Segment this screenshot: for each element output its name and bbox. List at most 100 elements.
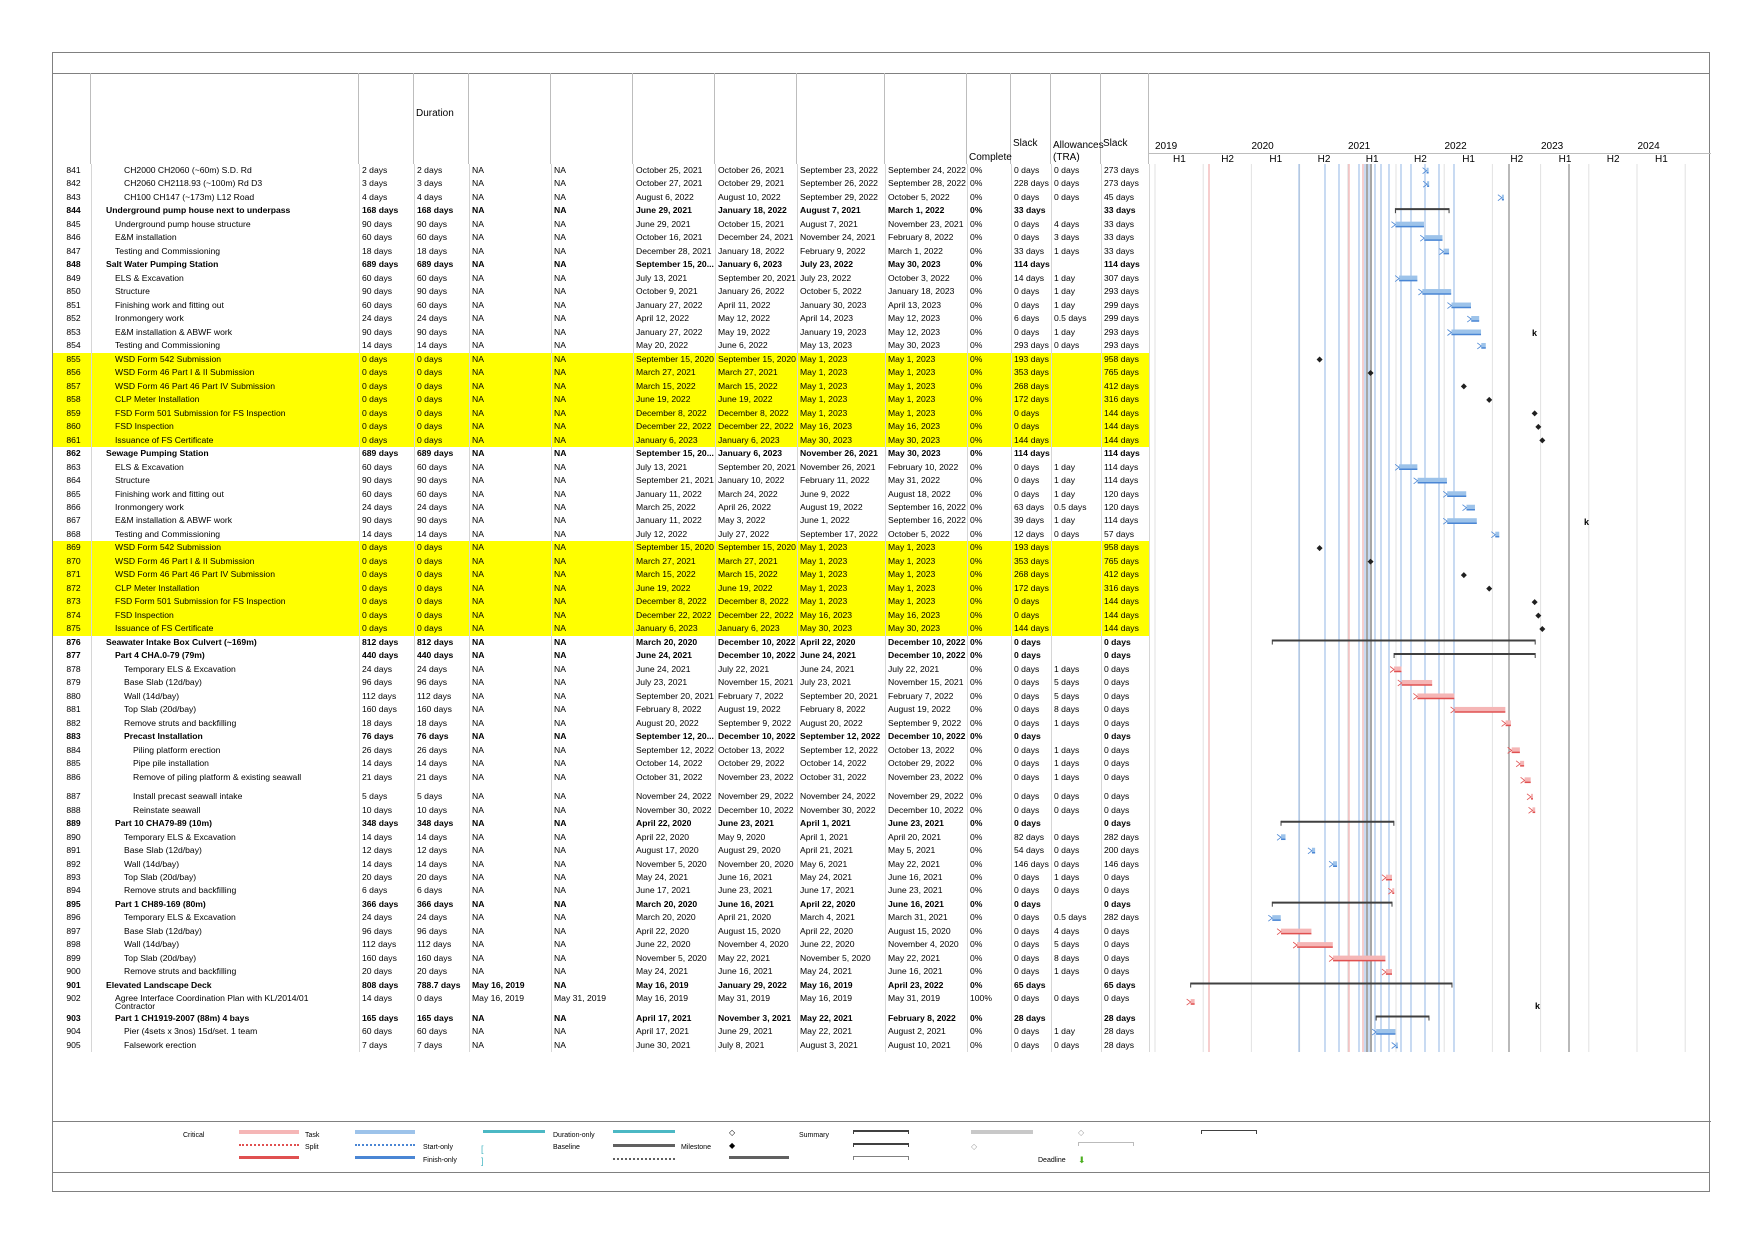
table-row[interactable]: 845 Underground pump house structure 90 da… [53, 218, 1149, 231]
table-row[interactable]: 888 Reinstate seawall 10 days 10 days NA NA No… [53, 804, 1149, 817]
table-row[interactable]: 903 Part 1 CH1919-2007 (88m) 4 bays 165 da… [53, 1012, 1149, 1025]
table-row[interactable]: 892 Wall (14d/bay) 14 days 14 days NA NA Novem… [53, 858, 1149, 871]
table-row[interactable]: 900 Remove struts and backfilling 20 days 2… [53, 965, 1149, 978]
slack: 0 days [1014, 677, 1040, 688]
table-row[interactable]: 847 Testing and Commissioning 18 days 18 da… [53, 245, 1149, 258]
table-row[interactable]: 894 Remove struts and backfilling 6 days 6 … [53, 884, 1149, 897]
table-row[interactable]: 865 Finishing work and fitting out 60 days… [53, 488, 1149, 501]
finish-date: April 26, 2022 [718, 502, 772, 512]
table-row[interactable]: 872 CLP Meter Installation 0 days 0 days NA N… [53, 581, 1149, 596]
table-row[interactable]: 869 WSD Form 542 Submission 0 days 0 days NA… [53, 541, 1149, 555]
table-row[interactable]: 880 Wall (14d/bay) 112 days 112 days NA NA Sep… [53, 690, 1149, 703]
table-row[interactable]: 862 Sewage Pumping Station 689 days 689 day… [53, 447, 1149, 460]
header-start[interactable] [633, 73, 715, 164]
header-constraint-b[interactable] [551, 73, 633, 164]
table-row[interactable]: 855 WSD Form 542 Submission 0 days 0 days NA… [53, 352, 1149, 367]
table-row[interactable]: 879 Base Slab (12d/bay) 96 days 96 days NA NA… [53, 676, 1149, 689]
table-row[interactable]: 854 Testing and Commissioning 14 days 14 da… [53, 339, 1149, 352]
header-complete[interactable]: Complete [967, 73, 1012, 164]
table-row[interactable]: 885 Pipe pile installation 14 days 14 days N… [53, 757, 1149, 770]
deadline-date: NA [554, 858, 566, 869]
table-row[interactable]: 860 FSD Inspection 0 days 0 days NA NA Decembe… [53, 420, 1149, 434]
table-row[interactable]: 901 Elevated Landscape Deck 808 days 788.7 … [53, 979, 1149, 992]
table-row[interactable]: 870 WSD Form 46 Part I & II Submission 0 d… [53, 554, 1149, 569]
table-row[interactable]: 896 Temporary ELS & Excavation 24 days 24 d… [53, 911, 1149, 924]
table-row[interactable]: 848 Salt Water Pumping Station 689 days 689… [53, 258, 1149, 271]
table-row[interactable]: 875 Issuance of FS Certificate 0 days 0 day… [53, 622, 1149, 636]
table-row[interactable]: 902 Agree Interface Coordination Plan wit… [53, 992, 1149, 1012]
table-row[interactable]: 858 CLP Meter Installation 0 days 0 days NA N… [53, 393, 1149, 407]
table-row[interactable]: 859 FSD Form 501 Submission for FS Inspec… [53, 406, 1149, 421]
header-late-finish[interactable] [885, 73, 967, 164]
task-bar [1451, 329, 1482, 335]
table-row[interactable]: 884 Piling platform erection 26 days 26 day… [53, 744, 1149, 757]
constraint-date: NA [472, 912, 484, 923]
timescale-half: H1 [1655, 154, 1668, 165]
table-row[interactable]: 886 Remove of piling platform & existing … [53, 771, 1149, 791]
allowance: 5 days [1054, 939, 1080, 950]
percent-complete: 0% [970, 831, 983, 842]
header-task-name[interactable] [91, 73, 359, 164]
total-slack: 0 days [1104, 636, 1131, 647]
header-allowances[interactable]: Allowances (TRA) [1051, 73, 1104, 164]
table-row[interactable]: 846 E&M installation 60 days 60 days NA NA Oct… [53, 231, 1149, 244]
table-row[interactable]: 863 ELS & Excavation 60 days 60 days NA NA Jul… [53, 461, 1149, 474]
table-row[interactable]: 843 CH100 CH147 (~173m) L12 Road 4 days 4 d… [53, 191, 1149, 204]
table-row[interactable]: 887 Install precast seawall intake 5 days 5… [53, 790, 1149, 803]
slack: 82 days [1014, 831, 1045, 842]
table-row[interactable]: 866 Ironmongery work 24 days 24 days NA NA Mar… [53, 501, 1149, 514]
table-row[interactable]: 883 Precast Installation 76 days 76 days NA N… [53, 730, 1149, 743]
table-row[interactable]: 851 Finishing work and fitting out 60 days… [53, 299, 1149, 312]
table-row[interactable]: 850 Structure 90 days 90 days NA NA October 9,… [53, 285, 1149, 298]
table-row[interactable]: 871 WSD Form 46 Part 46 Part IV Submissio… [53, 568, 1149, 582]
table-row[interactable]: 857 WSD Form 46 Part 46 Part IV Submissio… [53, 379, 1149, 394]
table-row[interactable]: 867 E&M installation & ABWF work 90 days 90… [53, 514, 1149, 527]
table-row[interactable]: 890 Temporary ELS & Excavation 14 days 14 d… [53, 831, 1149, 844]
table-row[interactable]: 853 E&M installation & ABWF work 90 days 90… [53, 326, 1149, 339]
table-row[interactable]: 877 Part 4 CHA.0-79 (79m) 440 days 440 days… [53, 649, 1149, 662]
header-late-start[interactable] [797, 73, 885, 164]
table-row[interactable]: 841 CH2000 CH2060 (~60m) S.D. Rd 2 days 2 d… [53, 164, 1149, 177]
header-duration-a[interactable] [359, 73, 414, 164]
table-row[interactable]: 844 Underground pump house next to underp… [53, 204, 1149, 217]
table-row[interactable]: 897 Base Slab (12d/bay) 96 days 96 days NA NA… [53, 925, 1149, 938]
table-row[interactable]: 881 Top Slab (20d/bay) 160 days 160 days NA N… [53, 703, 1149, 716]
deadline-date: NA [554, 979, 567, 990]
header-duration[interactable]: Duration [414, 73, 469, 164]
table-row[interactable]: 856 WSD Form 46 Part I & II Submission 0 d… [53, 366, 1149, 380]
table-row[interactable]: 842 CH2060 CH2118.93 (~100m) Rd D3 3 days 3… [53, 177, 1149, 190]
late-start-date: February 11, 2022 [800, 475, 870, 486]
slack: 0 days [1014, 299, 1040, 310]
table-row[interactable]: 893 Top Slab (20d/bay) 20 days 20 days NA NA M… [53, 871, 1149, 884]
finish-date: January 18, 2022 [718, 245, 785, 256]
table-row[interactable]: 876 Seawater Intake Box Culvert (~169m) 81… [53, 636, 1149, 649]
table-row[interactable]: 873 FSD Form 501 Submission for FS Inspec… [53, 595, 1149, 609]
timescale-divider [1149, 153, 1711, 154]
table-row[interactable]: 891 Base Slab (12d/bay) 12 days 12 days NA NA… [53, 844, 1149, 857]
table-row[interactable]: 868 Testing and Commissioning 14 days 14 da… [53, 528, 1149, 541]
header-constraint-a[interactable] [469, 73, 551, 164]
header-slack2[interactable]: Slack [1101, 73, 1149, 164]
task-name: FSD Inspection [115, 421, 174, 432]
table-row[interactable]: 905 Falsework erection 7 days 7 days NA NA Jun… [53, 1039, 1149, 1052]
table-row[interactable]: 889 Part 10 CHA79-89 (10m) 348 days 348 day… [53, 817, 1149, 830]
table-row[interactable]: 874 FSD Inspection 0 days 0 days NA NA Decembe… [53, 608, 1149, 623]
duration: 18 days [362, 717, 393, 728]
late-finish-date: May 30, 2023 [888, 259, 941, 270]
table-row[interactable]: 895 Part 1 CH89-169 (80m) 366 days 366 days… [53, 898, 1149, 911]
header-id[interactable] [53, 73, 91, 164]
table-row[interactable]: 899 Top Slab (20d/bay) 160 days 160 days NA N… [53, 952, 1149, 965]
table-row[interactable]: 852 Ironmongery work 24 days 24 days NA NA Apr… [53, 312, 1149, 325]
table-row[interactable]: 878 Temporary ELS & Excavation 24 days 24 d… [53, 663, 1149, 676]
table-row[interactable]: 898 Wall (14d/bay) 112 days 112 days NA NA Jun… [53, 938, 1149, 951]
header-slack[interactable]: Slack [1011, 73, 1051, 164]
finish-date: June 23, 2021 [718, 818, 774, 829]
slack: 0 days [1014, 690, 1040, 701]
table-row[interactable]: 849 ELS & Excavation 60 days 60 days NA NA Jul… [53, 272, 1149, 285]
table-row[interactable]: 864 Structure 90 days 90 days NA NA September … [53, 474, 1149, 487]
table-row[interactable]: 882 Remove struts and backfilling 18 days 1… [53, 717, 1149, 730]
table-row[interactable]: 861 Issuance of FS Certificate 0 days 0 day… [53, 433, 1149, 448]
late-start-date: June 9, 2022 [800, 488, 850, 499]
header-finish[interactable] [715, 73, 797, 164]
table-row[interactable]: 904 Pier (4sets x 3nos) 15d/set. 1 team 60… [53, 1025, 1149, 1038]
